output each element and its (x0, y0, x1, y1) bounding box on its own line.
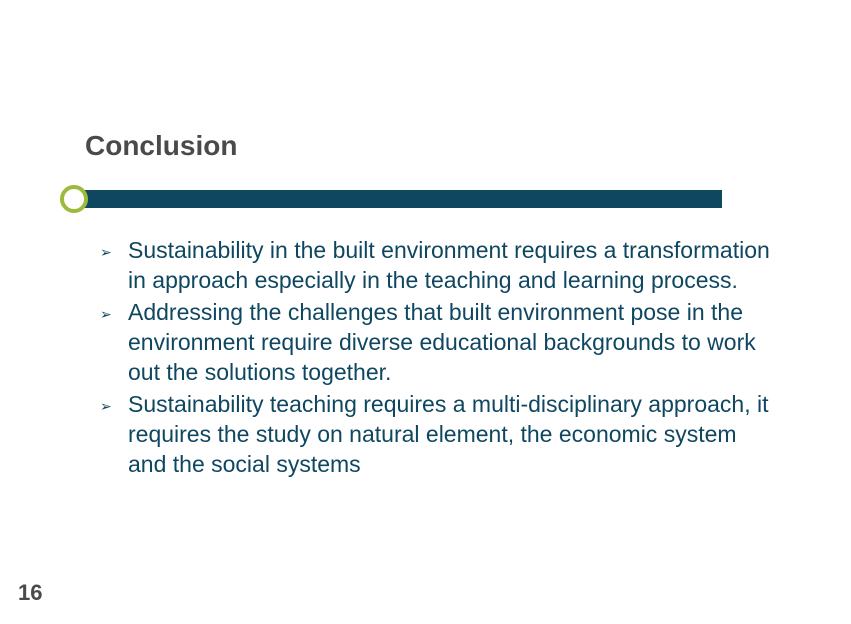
bullet-marker-icon: ➢ (100, 297, 128, 329)
bullet-item: ➢ Sustainability in the built environmen… (100, 235, 780, 295)
bullet-text: Addressing the challenges that built env… (128, 297, 780, 387)
accent-circle-icon (60, 185, 88, 213)
bullet-text: Sustainability teaching requires a multi… (128, 389, 780, 479)
bullet-marker-icon: ➢ (100, 389, 128, 421)
slide: Conclusion ➢ Sustainability in the built… (0, 0, 851, 624)
slide-title: Conclusion (85, 130, 237, 162)
bullet-item: ➢ Sustainability teaching requires a mul… (100, 389, 780, 479)
bullet-marker-icon: ➢ (100, 235, 128, 267)
body-content: ➢ Sustainability in the built environmen… (100, 235, 780, 481)
bullet-item: ➢ Addressing the challenges that built e… (100, 297, 780, 387)
page-number: 16 (18, 580, 42, 606)
title-underline-bar (60, 185, 720, 215)
accent-bar (82, 190, 722, 208)
bullet-text: Sustainability in the built environment … (128, 235, 780, 295)
